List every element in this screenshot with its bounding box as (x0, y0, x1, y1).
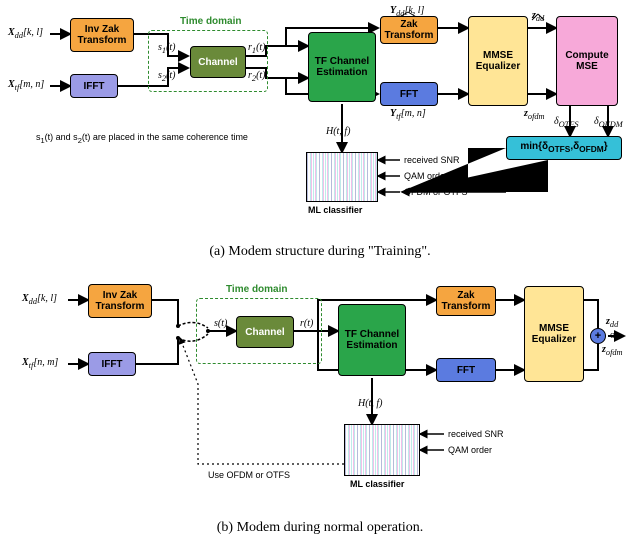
a-s2: s2(t) (158, 70, 176, 83)
a-xdd-label: Xdd[k, l] (8, 27, 43, 40)
a-r1: r1(t) (248, 42, 266, 55)
b-out2: zofdm (602, 344, 623, 357)
caption-a: (a) Modem structure during "Training". (8, 244, 632, 260)
a-zofdm: zofdm (524, 108, 545, 121)
b-out1: zdd (606, 316, 618, 329)
a-invzak-box: Inv Zak Transform (70, 18, 134, 52)
a-Ytf: Ytf[m, n] (390, 108, 426, 121)
a-min-box: min{δOTFS,δOFDM} (506, 136, 622, 160)
a-note: s1(t) and s2(t) are placed in the same c… (36, 132, 248, 145)
a-r2: r2(t) (248, 70, 266, 83)
diagram-a: Xdd[k, l] Xtf[m, n] Inv Zak Transform IF… (8, 8, 632, 238)
a-ifft-box: IFFT (70, 74, 118, 98)
b-invzak-box: Inv Zak Transform (88, 284, 152, 318)
diagram-b: Xdd[k, l] Xtf[n, m] Inv Zak Transform IF… (8, 274, 632, 514)
b-plus-node: + (590, 328, 606, 344)
a-dofdm: δOFDM (594, 116, 623, 129)
b-tfest-box: TF Channel Estimation (338, 304, 406, 376)
caption-b: (b) Modem during normal operation. (8, 520, 632, 536)
a-Htf: H(t, f) (326, 126, 350, 137)
a-cmse-box: Compute MSE (556, 16, 618, 106)
b-ifft-box: IFFT (88, 352, 136, 376)
a-sel: OFDM or OTFS (404, 187, 468, 197)
a-s1: s1(t) (158, 42, 176, 55)
a-fft-box: FFT (380, 82, 438, 106)
b-xdd: Xdd[k, l] (22, 293, 57, 306)
b-channel-box: Channel (236, 316, 294, 348)
b-ml-image (344, 424, 420, 476)
b-ml-label: ML classifier (350, 479, 404, 489)
a-ml-image (306, 152, 378, 202)
b-snr: received SNR (448, 429, 504, 439)
a-zak-box: Zak Transform (380, 16, 438, 44)
b-Htf: H(t, f) (358, 398, 382, 409)
a-channel-box: Channel (190, 46, 246, 78)
a-Ydd: Ydd[k, l] (390, 5, 424, 18)
a-qam: QAM order (404, 171, 448, 181)
a-mmse-box: MMSE Equalizer (468, 16, 528, 106)
a-xtf-label: Xtf[m, n] (8, 79, 44, 92)
b-outor: or (610, 330, 618, 341)
a-zdd: zdd (532, 10, 544, 23)
b-zak-box: Zak Transform (436, 286, 496, 316)
a-ml-label: ML classifier (308, 205, 362, 215)
a-snr: received SNR (404, 155, 460, 165)
a-tfest-box: TF Channel Estimation (308, 32, 376, 102)
a-dotfs: δOTFS (554, 116, 579, 129)
b-use: Use OFDM or OTFS (208, 470, 290, 480)
b-qam: QAM order (448, 445, 492, 455)
a-time-domain-label: Time domain (180, 16, 242, 27)
b-time-domain-label: Time domain (226, 284, 288, 295)
b-r: r(t) (300, 318, 313, 329)
b-mmse-box: MMSE Equalizer (524, 286, 584, 382)
b-s: s(t) (214, 318, 227, 329)
b-fft-box: FFT (436, 358, 496, 382)
b-xtf: Xtf[n, m] (22, 357, 58, 370)
